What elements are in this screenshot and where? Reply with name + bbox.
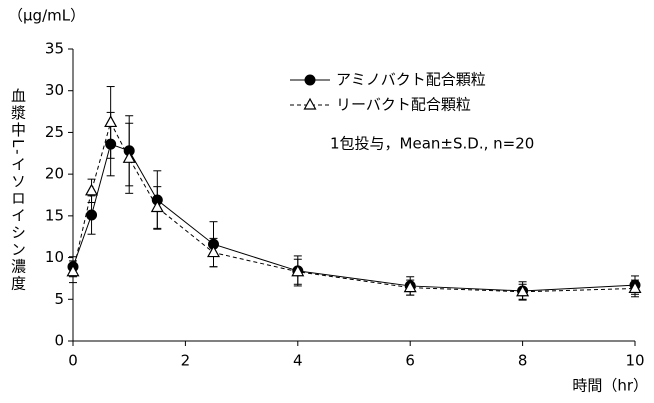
y-tick-label: 5 [54,290,64,308]
y-tick-label: 20 [45,165,64,183]
legend-marker [303,97,317,110]
x-tick-label: 2 [181,352,191,370]
y-tick-label: 25 [45,123,64,141]
x-tick-label: 0 [68,352,78,370]
legend-marker [304,74,316,86]
data-point [628,281,642,294]
data-point [516,284,530,297]
y-tick-label: 30 [45,81,64,99]
y-tick-label: 0 [54,332,64,350]
data-point [150,200,164,213]
y-unit: （μg/mL） [8,7,85,25]
x-tick-label: 8 [518,352,528,370]
legend-label: アミノバクト配合顆粒 [336,71,486,89]
x-axis-label: 時間（hr） [572,377,648,395]
series-line [72,143,636,292]
y-axis-label: 血漿中L-イソロイシン濃度 [9,88,27,293]
data-point [206,245,221,258]
data-point [85,183,99,196]
legend-label: リーバクト配合顆粒 [336,96,471,114]
y-tick-label: 10 [45,248,64,266]
y-tick-label: 35 [45,40,64,58]
annotation: 1包投与，Mean±S.D., n=20 [330,135,534,153]
data-point [86,209,98,221]
data-point [291,264,305,277]
series-line [72,121,636,293]
x-tick-label: 6 [405,352,415,370]
data-point [122,151,136,163]
data-point [66,264,80,277]
x-tick-label: 4 [293,352,303,370]
data-point [403,280,417,293]
x-tick-label: 10 [625,352,644,370]
data-point [104,115,118,128]
y-tick-label: 15 [45,206,64,224]
